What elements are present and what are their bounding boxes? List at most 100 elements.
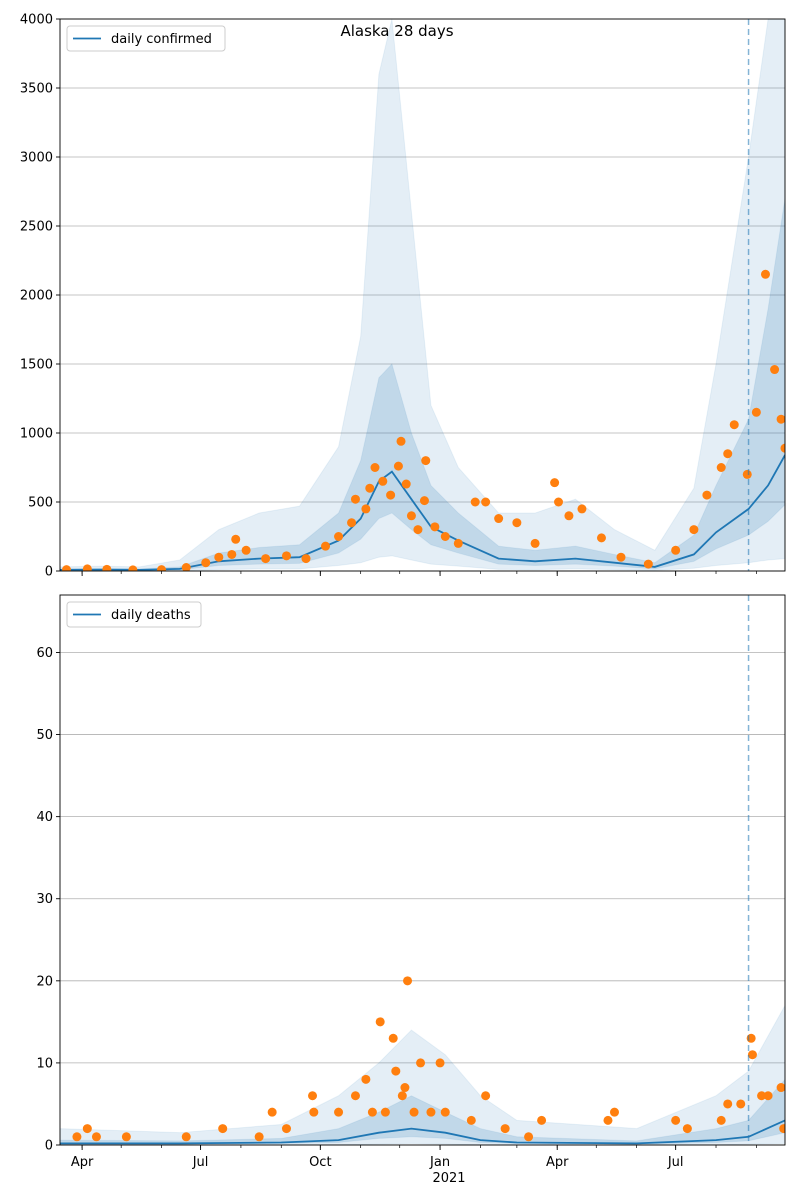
data-point [393, 461, 403, 471]
x-tick-label: Jul [667, 1155, 684, 1170]
data-point [779, 1124, 785, 1134]
data-point [281, 1124, 291, 1134]
legend-label: daily deaths [111, 608, 191, 623]
data-point [334, 1107, 344, 1117]
data-point [716, 1115, 726, 1125]
data-point [757, 1091, 767, 1101]
data-point [671, 1115, 681, 1125]
x-year-label: 2021 [432, 1171, 465, 1186]
data-point [72, 1132, 82, 1142]
data-point [403, 976, 413, 986]
legend-label: daily confirmed [111, 32, 212, 47]
data-point [309, 1107, 319, 1117]
data-point [386, 490, 396, 500]
data-point [671, 545, 681, 555]
data-point [577, 504, 587, 514]
data-point [609, 1107, 619, 1117]
data-point [102, 564, 112, 571]
data-point [334, 532, 344, 541]
data-point [426, 1107, 436, 1117]
uncertainty-band-inner [60, 1078, 785, 1145]
data-point [409, 1107, 419, 1117]
x-tick-label: Apr [546, 1155, 569, 1170]
data-point [347, 518, 357, 528]
data-point [227, 549, 237, 559]
data-point [780, 443, 785, 453]
data-point [181, 1132, 191, 1142]
data-point [466, 1115, 476, 1125]
y-tick-label: 3500 [20, 82, 53, 97]
y-tick-label: 40 [36, 810, 53, 825]
data-point [181, 563, 191, 571]
data-point [596, 533, 606, 543]
y-tick-label: 4000 [20, 13, 53, 28]
data-point [82, 1124, 92, 1134]
y-tick-label: 60 [36, 646, 53, 661]
data-point [453, 538, 463, 548]
deaths-panel: 0 10 20 30 40 50 60 Apr Jul Oct Jan Apr Jul daily dea… [36, 594, 786, 1170]
data-point [763, 1091, 773, 1101]
data-point [530, 538, 540, 548]
legend: daily confirmed [66, 25, 226, 52]
data-point [308, 1091, 318, 1101]
data-point [747, 1050, 757, 1060]
uncertainty-band-inner [60, 198, 785, 571]
data-point [361, 504, 371, 514]
data-point [214, 552, 224, 562]
data-point [397, 1091, 407, 1101]
data-point [494, 514, 504, 524]
data-point [481, 497, 491, 507]
data-point [500, 1124, 510, 1134]
y-tick-label: 2000 [20, 289, 53, 304]
data-point [419, 496, 429, 506]
data-point [413, 525, 423, 535]
y-tick-label: 500 [28, 496, 53, 511]
data-point [682, 1124, 692, 1134]
data-point [564, 511, 574, 521]
data-point [776, 414, 785, 424]
data-point [391, 1066, 401, 1076]
data-point [82, 564, 92, 571]
y-tick-label: 0 [45, 565, 53, 580]
data-point [430, 522, 440, 532]
data-point [241, 545, 251, 555]
data-point [742, 469, 752, 479]
data-point [440, 532, 450, 541]
plot-area [60, 19, 785, 571]
axes-frame [59, 594, 786, 1146]
data-point [770, 365, 780, 375]
data-point [231, 534, 241, 544]
x-tick-label: Oct [309, 1155, 331, 1170]
y-tick-label: 10 [36, 1056, 53, 1071]
data-point [481, 1091, 491, 1101]
data-point [361, 1074, 371, 1084]
data-point [121, 1132, 131, 1142]
data-point [380, 1107, 390, 1117]
data-point [301, 554, 311, 564]
data-point [751, 407, 761, 417]
data-point [689, 525, 699, 535]
data-point [157, 565, 167, 571]
data-point [716, 463, 726, 472]
data-point [435, 1058, 445, 1068]
data-point [62, 565, 72, 571]
data-point [760, 269, 770, 279]
data-point [776, 1083, 785, 1093]
data-point [723, 1099, 733, 1109]
legend: daily deaths [66, 601, 202, 628]
x-tick-label: Jul [192, 1155, 209, 1170]
data-point [396, 436, 406, 446]
y-tick-label: 30 [36, 892, 53, 907]
data-point [378, 476, 388, 486]
series-line-deaths [60, 1119, 785, 1145]
data-point [603, 1115, 613, 1125]
data-point [321, 541, 331, 551]
data-point [643, 559, 653, 569]
confirmed-panel: 0 500 1000 1500 2000 2500 3000 3500 4000 daily co… [20, 13, 786, 580]
y-tick-label: 0 [45, 1139, 53, 1154]
data-point [375, 1017, 385, 1027]
plot-area [60, 976, 785, 1145]
data-point [365, 483, 375, 493]
data-point [218, 1124, 228, 1134]
